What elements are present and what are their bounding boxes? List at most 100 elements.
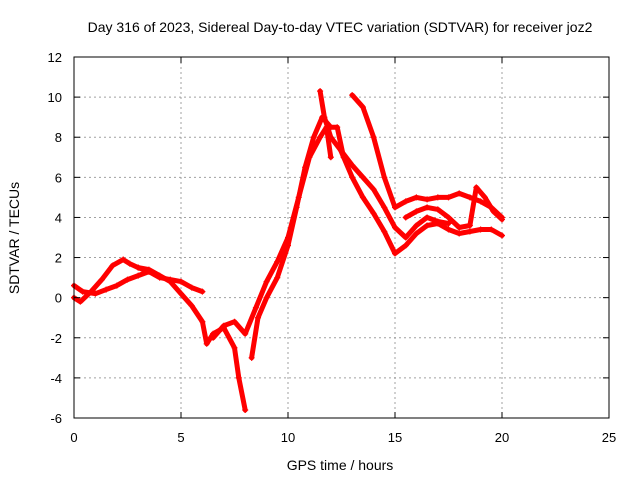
data-point <box>370 186 377 193</box>
data-point <box>445 214 452 221</box>
data-point <box>413 222 420 229</box>
series-track-h <box>336 144 505 256</box>
data-point <box>242 330 249 337</box>
data-point <box>79 288 86 295</box>
data-point <box>445 220 452 227</box>
data-point <box>327 134 334 141</box>
data-point <box>466 222 473 229</box>
data-point <box>274 258 281 265</box>
data-point <box>424 222 431 229</box>
x-axis-label: GPS time / hours <box>287 457 394 473</box>
data-point <box>359 174 366 181</box>
y-tick-label: -2 <box>50 331 62 346</box>
data-point <box>199 318 206 325</box>
y-tick-label: 6 <box>55 170 62 185</box>
data-point <box>210 334 217 341</box>
data-point <box>413 230 420 237</box>
data-point <box>231 318 238 325</box>
data-point <box>263 278 270 285</box>
data-point <box>77 298 84 305</box>
data-point <box>490 208 497 215</box>
data-point <box>109 262 116 269</box>
data-point <box>145 266 152 273</box>
data-point <box>370 210 377 217</box>
data-point <box>113 282 120 289</box>
x-tick-label: 25 <box>602 430 616 445</box>
data-point <box>456 224 463 231</box>
chart-title: Day 316 of 2023, Sidereal Day-to-day VTE… <box>88 19 593 35</box>
data-point <box>392 224 398 231</box>
x-tick-label: 20 <box>495 430 509 445</box>
data-point <box>359 194 366 201</box>
data-point <box>456 230 463 237</box>
data-point <box>248 354 255 361</box>
data-point <box>199 288 206 295</box>
data-point <box>135 272 142 279</box>
data-point <box>473 184 480 191</box>
data-point <box>434 206 441 213</box>
data-point <box>317 88 324 95</box>
data-point <box>220 322 227 329</box>
x-tick-label: 15 <box>388 430 402 445</box>
data-point <box>477 226 484 233</box>
data-point <box>321 114 328 121</box>
grid-lines <box>74 57 609 418</box>
y-tick-label: 4 <box>55 210 62 225</box>
data-point <box>424 196 431 203</box>
data-point <box>392 204 398 211</box>
data-point <box>203 340 210 347</box>
data-point <box>477 198 484 205</box>
data-point <box>381 228 388 235</box>
data-point <box>167 278 174 285</box>
data-point <box>293 204 300 211</box>
data-point <box>499 232 505 239</box>
data-point <box>302 164 309 171</box>
data-point <box>317 134 324 141</box>
data-series-group <box>71 88 505 413</box>
data-point <box>178 290 184 297</box>
data-point <box>103 286 110 293</box>
data-point <box>499 216 505 223</box>
series-track-f <box>317 88 451 240</box>
data-point <box>349 174 356 181</box>
data-point <box>120 256 127 263</box>
data-point <box>370 134 377 141</box>
x-tick-label: 10 <box>281 430 295 445</box>
data-point <box>349 162 356 169</box>
data-point <box>349 92 356 99</box>
plot-frame <box>73 56 610 419</box>
data-point <box>402 234 409 241</box>
y-tick-label: 12 <box>48 50 62 65</box>
axis-ticks: 0 5 10 15 20 25 -6 -4 -2 0 2 4 6 8 10 12 <box>48 50 617 445</box>
data-point <box>359 104 366 111</box>
y-tick-label: -6 <box>50 411 62 426</box>
data-point <box>413 208 420 215</box>
data-point <box>310 134 317 141</box>
data-point <box>434 220 441 227</box>
data-point <box>381 204 388 211</box>
data-point <box>445 226 452 233</box>
data-point <box>424 214 431 221</box>
y-tick-label: -4 <box>50 371 62 386</box>
data-point <box>274 274 281 281</box>
data-point <box>424 204 431 211</box>
data-point <box>231 344 238 351</box>
y-axis-label: SDTVAR / TECUs <box>6 182 22 294</box>
data-point <box>126 260 133 267</box>
data-point <box>402 198 409 205</box>
data-point <box>255 314 262 321</box>
data-point <box>178 278 184 285</box>
data-point <box>135 264 142 271</box>
data-point <box>456 190 463 197</box>
data-point <box>392 250 398 257</box>
y-tick-label: 0 <box>55 291 62 306</box>
data-point <box>124 276 131 283</box>
data-point <box>402 214 409 221</box>
data-point <box>242 406 249 413</box>
data-point <box>402 242 409 249</box>
data-point <box>98 276 105 283</box>
data-point <box>285 242 291 249</box>
data-point <box>252 304 259 311</box>
data-point <box>263 294 270 301</box>
